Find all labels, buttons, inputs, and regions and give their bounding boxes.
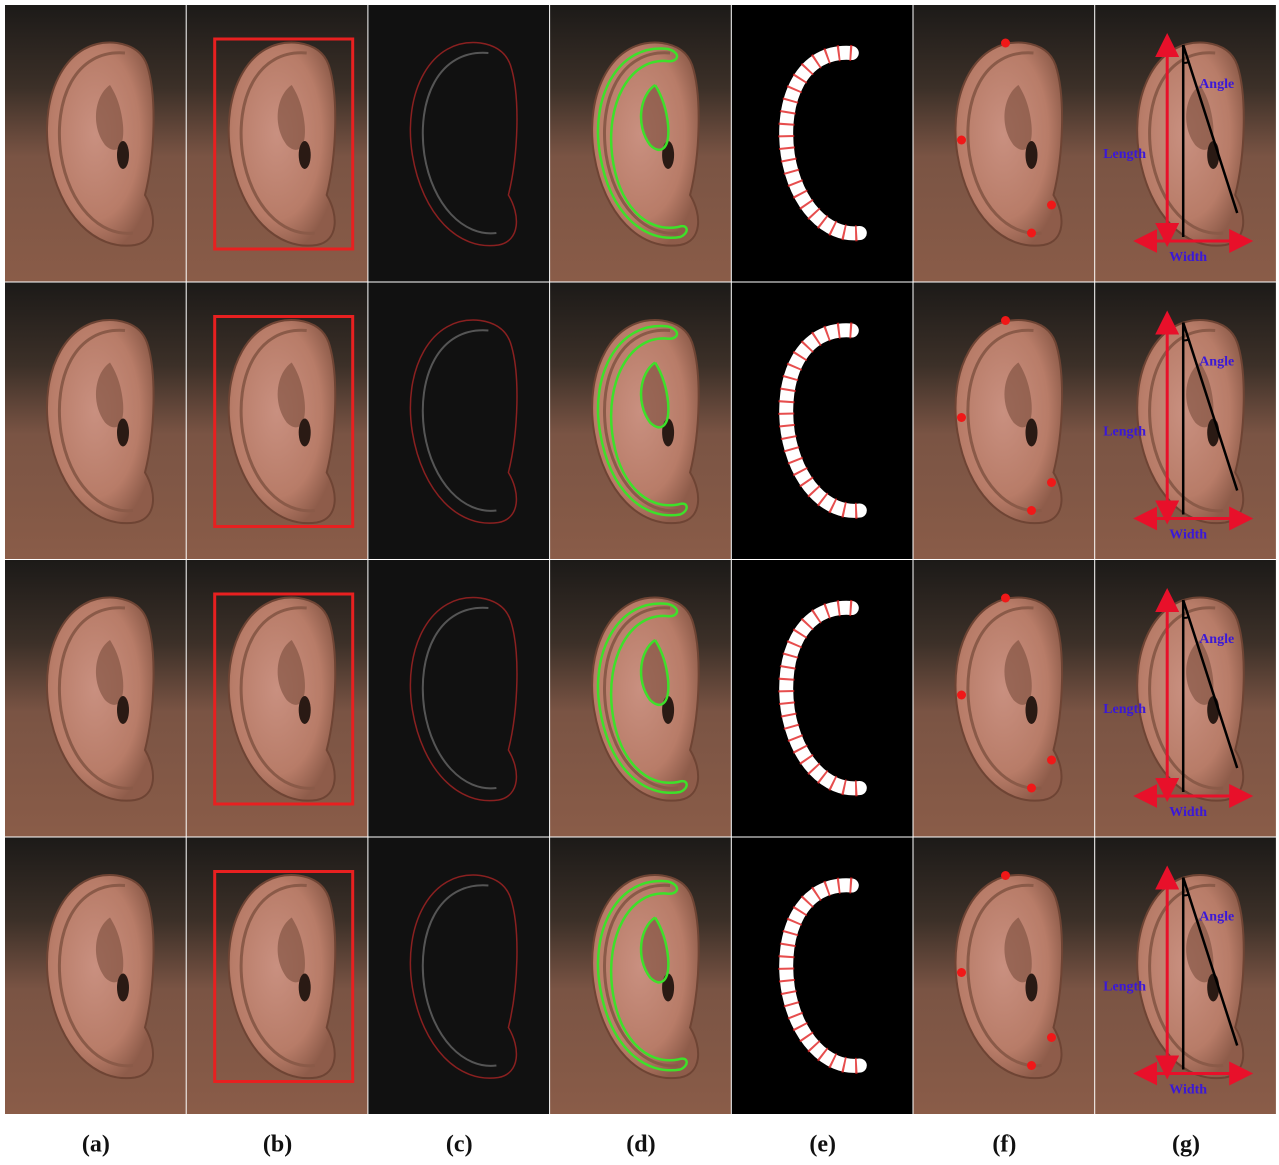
panel-label: (a) [82,1132,110,1158]
panel-background [732,560,913,837]
panel [5,283,186,560]
ear-canal [1026,419,1038,447]
panel: Angle Length Width [1095,838,1276,1115]
ear-canal [1026,696,1038,724]
length-label: Length [1103,980,1146,995]
panel [368,283,549,560]
panel [914,5,1095,282]
panel-background [732,283,913,560]
ear-canal [1026,974,1038,1002]
panel [368,560,549,837]
ear-canal [117,696,129,724]
landmark [1001,594,1010,603]
landmark [1001,39,1010,48]
panel [914,560,1095,837]
panel [914,283,1095,560]
panel [5,5,186,282]
panel [550,560,731,837]
angle-label: Angle [1199,910,1234,925]
panel [187,838,368,1115]
angle-label: Angle [1199,355,1234,370]
width-label: Width [1169,528,1207,543]
width-label: Width [1169,250,1207,265]
panel-label: (c) [446,1132,473,1158]
panel-background [368,5,549,282]
panel [732,5,913,282]
ear-canal [1026,141,1038,169]
length-label: Length [1103,425,1146,440]
panel [5,838,186,1115]
panel [732,560,913,837]
landmark [1047,1033,1056,1042]
landmark [1027,1061,1036,1070]
landmark [957,968,966,977]
angle-arc [1183,617,1189,618]
panel [914,838,1095,1115]
panel [550,838,731,1115]
landmark [1027,506,1036,515]
figure: Angle Length Width Angle Length Width Angle Len… [0,0,1279,1165]
angle-arc [1183,895,1189,896]
landmark [1047,478,1056,487]
panel [732,283,913,560]
angle-arc [1183,62,1189,63]
landmark [957,691,966,700]
ear-canal [299,419,311,447]
panel [550,5,731,282]
panel-label: (e) [809,1132,836,1158]
angle-arc [1183,340,1189,341]
ear-canal [117,419,129,447]
panel [187,5,368,282]
length-label: Length [1103,702,1146,717]
ear-canal [299,141,311,169]
ear-canal [662,419,674,447]
panel-background [732,838,913,1115]
landmark [957,136,966,145]
ear-canal [117,141,129,169]
panel-background [368,560,549,837]
panel-label: (d) [626,1132,655,1158]
panel [732,838,913,1115]
landmark [1001,316,1010,325]
ear-canal [117,974,129,1002]
ear-canal [299,696,311,724]
landmark [1047,756,1056,765]
landmark [1027,229,1036,238]
panel: Angle Length Width [1095,283,1276,560]
panel: Angle Length Width [1095,560,1276,837]
panel [187,560,368,837]
ear-canal [299,974,311,1002]
panel [550,283,731,560]
ear-canal [662,974,674,1002]
angle-label: Angle [1199,632,1234,647]
landmark [1027,784,1036,793]
width-label: Width [1169,805,1207,820]
panel [368,838,549,1115]
landmark [1047,201,1056,210]
ear-canal [662,696,674,724]
angle-label: Angle [1199,77,1234,92]
panel: Angle Length Width [1095,5,1276,282]
width-label: Width [1169,1083,1207,1098]
panel-background [368,838,549,1115]
ear-canal [662,141,674,169]
panel-background [368,283,549,560]
panel-background [732,5,913,282]
landmark [957,413,966,422]
panel [5,560,186,837]
panel-label: (b) [263,1132,292,1158]
panel-label: (g) [1172,1132,1200,1158]
length-label: Length [1103,147,1146,162]
panel-label: (f) [992,1132,1016,1158]
panel [187,283,368,560]
landmark [1001,871,1010,880]
panel [368,5,549,282]
